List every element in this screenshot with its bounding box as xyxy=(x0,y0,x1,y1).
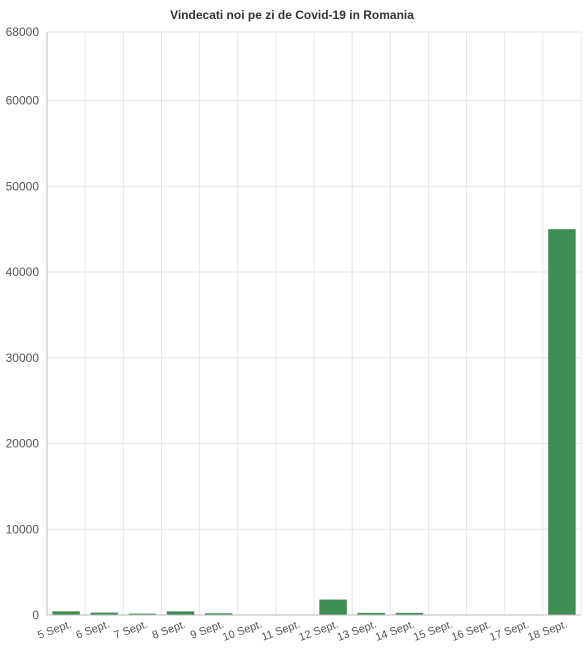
y-tick-label: 50000 xyxy=(6,179,40,193)
bar xyxy=(128,613,157,615)
bar xyxy=(548,229,576,616)
axis-layer xyxy=(46,32,581,616)
y-tick-label: 20000 xyxy=(6,437,40,451)
y-tick-label: 10000 xyxy=(6,522,40,536)
y-tick-label: 68000 xyxy=(6,25,40,39)
bar xyxy=(52,611,80,615)
x-tick-label: 9 Sept. xyxy=(189,619,226,642)
bar xyxy=(166,611,195,615)
y-tick-label: 60000 xyxy=(6,94,40,108)
chart-title: Vindecati noi pe zi de Covid-19 in Roman… xyxy=(170,8,414,22)
bar-layer xyxy=(52,229,576,616)
grid-layer xyxy=(46,31,582,616)
y-tick-label: 0 xyxy=(32,608,39,622)
x-tick-label: 17 Sept. xyxy=(488,619,531,644)
bar xyxy=(357,612,385,615)
label-layer: 0 10000 20000 30000 40000 50000 60000 68000 5 Se… xyxy=(6,25,569,644)
x-tick-label: 12 Sept. xyxy=(297,619,340,644)
bar xyxy=(90,612,118,615)
x-tick-label: 6 Sept. xyxy=(74,619,111,642)
x-tick-label: 13 Sept. xyxy=(336,619,379,644)
y-tick-label: 30000 xyxy=(6,351,40,365)
x-tick-label: 10 Sept. xyxy=(221,619,264,644)
x-tick-label: 18 Sept. xyxy=(526,619,569,644)
bar xyxy=(395,612,424,615)
x-tick-label: 11 Sept. xyxy=(260,619,302,644)
bar xyxy=(204,613,233,615)
x-tick-label: 14 Sept. xyxy=(374,619,417,644)
x-tick-label: 16 Sept. xyxy=(450,619,493,644)
x-tick-label: 15 Sept. xyxy=(412,619,455,644)
x-tick-label: 5 Sept. xyxy=(36,619,73,642)
bar xyxy=(319,599,347,615)
x-tick-label: 8 Sept. xyxy=(151,619,188,642)
x-tick-label: 7 Sept. xyxy=(113,619,150,642)
y-tick-label: 40000 xyxy=(6,265,40,279)
